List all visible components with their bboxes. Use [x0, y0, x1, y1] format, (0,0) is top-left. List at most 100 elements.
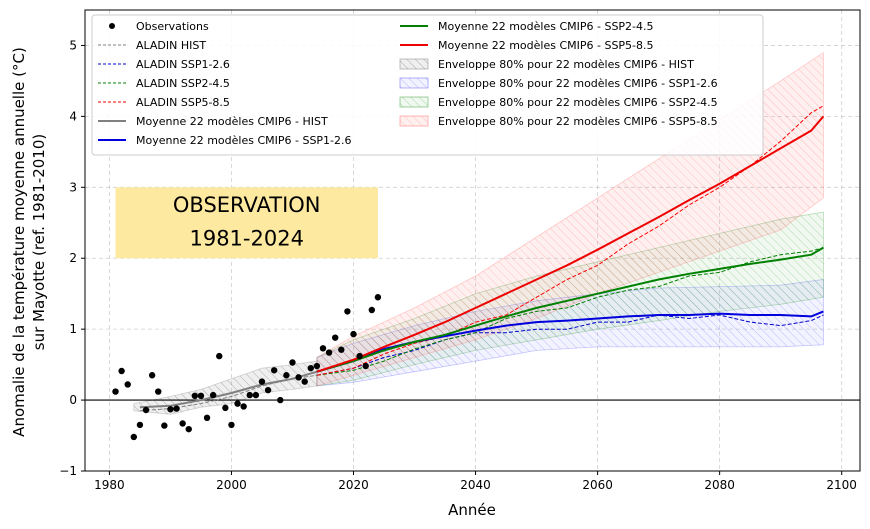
observation-point [283, 372, 290, 379]
observation-point [246, 391, 253, 399]
observation-point [350, 330, 357, 338]
observation-point [209, 391, 217, 399]
observation-point [313, 362, 321, 370]
observation-point [252, 391, 260, 399]
legend-label: Moyenne 22 modèles CMIP6 - SSP2-4.5 [438, 20, 654, 33]
series-line-moyenne-22-mod-les-cmip6-ssp5-8-5 [316, 115, 825, 373]
observation-point [142, 406, 150, 414]
observation-point [167, 406, 174, 413]
legend-item-aladin-ssp5-8-5: ALADIN SSP5-8.5 [98, 96, 230, 109]
y-axis-label: Anomalie de la température moyenne annue… [10, 47, 48, 437]
observation-point [136, 421, 144, 429]
x-tick-label: 2060 [582, 478, 613, 492]
observation-point [295, 374, 302, 381]
annotation-period: 1981-2024 [189, 226, 303, 250]
observation-point [173, 405, 180, 412]
x-tick-label: 2100 [826, 478, 857, 492]
observation-point [155, 388, 162, 395]
legend-label: Moyenne 22 modèles CMIP6 - SSP1-2.6 [136, 134, 352, 147]
legend: Observations ALADIN HIST ALADIN SSP1-2.6 AL… [91, 14, 764, 156]
observation-point [258, 378, 266, 385]
legend-swatch [109, 23, 115, 29]
observation-point [216, 352, 223, 360]
series-line-aladin-ssp1-2-6 [316, 314, 824, 376]
observation-point [319, 345, 327, 352]
x-tick-label: 1980 [94, 478, 125, 492]
x-tick-label: 2020 [338, 478, 369, 492]
x-axis-ticks: 1980 2000 2020 2040 2060 2080 2100 [94, 471, 857, 492]
observation-point [234, 400, 241, 407]
observation-point [118, 367, 125, 375]
x-tick-label: 2080 [704, 478, 735, 492]
legend-label: Enveloppe 80% pour 22 modèles CMIP6 - SS… [438, 115, 718, 128]
observation-point [130, 433, 138, 441]
y-tick-label: 2 [69, 251, 77, 265]
series-lines [139, 105, 825, 412]
observation-point [307, 364, 314, 372]
observation-points [112, 294, 382, 441]
observation-point [148, 372, 156, 379]
legend-item-enveloppe-80-pour-22-mod-les-cmip6-ssp2-4-5: Enveloppe 80% pour 22 modèles CMIP6 - SS… [399, 96, 718, 109]
y-axis-label-line2: sur Mayotte (ref. 1981-2010) [30, 134, 48, 350]
observation-point [277, 396, 284, 404]
y-tick-label: −1 [59, 464, 77, 478]
observation-point [203, 414, 211, 422]
observation-point [325, 349, 333, 356]
x-tick-label: 2040 [460, 478, 491, 492]
legend-swatch [399, 96, 429, 108]
legend-swatch [399, 77, 429, 89]
legend-swatch [399, 115, 429, 127]
x-axis-label: Année [448, 501, 496, 519]
legend-label: Moyenne 22 modèles CMIP6 - SSP5-8.5 [438, 39, 654, 52]
observation-point [264, 386, 272, 394]
legend-item-enveloppe-80-pour-22-mod-les-cmip6-ssp5-8-5: Enveloppe 80% pour 22 modèles CMIP6 - SS… [399, 115, 718, 128]
observation-point [228, 421, 235, 429]
y-tick-label: 5 [69, 38, 77, 52]
legend-label: Enveloppe 80% pour 22 modèles CMIP6 - SS… [438, 96, 718, 109]
legend-item-observations: Observations [109, 20, 209, 33]
observation-annotation: OBSERVATION 1981-2024 [115, 187, 378, 259]
observation-point [270, 367, 278, 374]
legend-label: ALADIN SSP5-8.5 [136, 96, 230, 109]
y-tick-label: 4 [69, 109, 77, 123]
legend-label: ALADIN SSP1-2.6 [136, 58, 230, 71]
observation-point [362, 362, 369, 370]
legend-label: Enveloppe 80% pour 22 modèles CMIP6 - SS… [438, 77, 718, 90]
observation-point [331, 334, 339, 341]
series-line-aladin-ssp2-4-5 [316, 247, 824, 376]
observation-point [185, 425, 192, 433]
series-line-moyenne-22-mod-les-cmip6-ssp2-4-5 [316, 246, 824, 373]
observation-point [124, 381, 131, 388]
series-line-aladin-ssp5-8-5 [316, 105, 824, 376]
legend-label: ALADIN SSP2-4.5 [136, 77, 230, 90]
observation-point [191, 392, 199, 400]
legend-item-aladin-ssp1-2-6: ALADIN SSP1-2.6 [98, 58, 230, 71]
observation-point [338, 346, 345, 353]
observation-point [301, 378, 308, 385]
legend-item-moyenne-22-mod-les-cmip6-ssp2-4-5: Moyenne 22 modèles CMIP6 - SSP2-4.5 [400, 20, 654, 33]
y-tick-label: 3 [69, 180, 77, 194]
legend-item-aladin-ssp2-4-5: ALADIN SSP2-4.5 [98, 77, 230, 90]
legend-item-aladin-hist: ALADIN HIST [98, 39, 206, 52]
y-axis-ticks: −1 0 1 2 3 4 5 [59, 38, 85, 478]
observation-point [368, 306, 376, 314]
legend-item-moyenne-22-mod-les-cmip6-ssp1-2-6: Moyenne 22 modèles CMIP6 - SSP1-2.6 [98, 134, 352, 147]
y-tick-label: 0 [69, 393, 77, 407]
legend-label: Enveloppe 80% pour 22 modèles CMIP6 - HI… [438, 58, 694, 71]
annotation-box [115, 187, 378, 259]
x-tick-label: 2000 [216, 478, 247, 492]
legend-label: Observations [136, 20, 209, 33]
legend-label: Moyenne 22 modèles CMIP6 - HIST [136, 115, 328, 128]
plot-frame [84, 9, 861, 472]
observation-point [344, 308, 351, 315]
legend-item-moyenne-22-mod-les-cmip6-ssp5-8-5: Moyenne 22 modèles CMIP6 - SSP5-8.5 [400, 39, 654, 52]
legend-label: ALADIN HIST [136, 39, 206, 52]
legend-item-enveloppe-80-pour-22-mod-les-cmip6-ssp1-2-6: Enveloppe 80% pour 22 modèles CMIP6 - SS… [399, 77, 718, 90]
observation-point [374, 294, 382, 301]
observation-point [356, 352, 363, 360]
legend-swatch [399, 58, 429, 70]
y-axis-label-line1: Anomalie de la température moyenne annue… [10, 47, 28, 437]
legend-item-enveloppe-80-pour-22-mod-les-cmip6-hist: Enveloppe 80% pour 22 modèles CMIP6 - HI… [399, 58, 694, 71]
series-line-moyenne-22-mod-les-cmip6-hist [139, 370, 318, 409]
